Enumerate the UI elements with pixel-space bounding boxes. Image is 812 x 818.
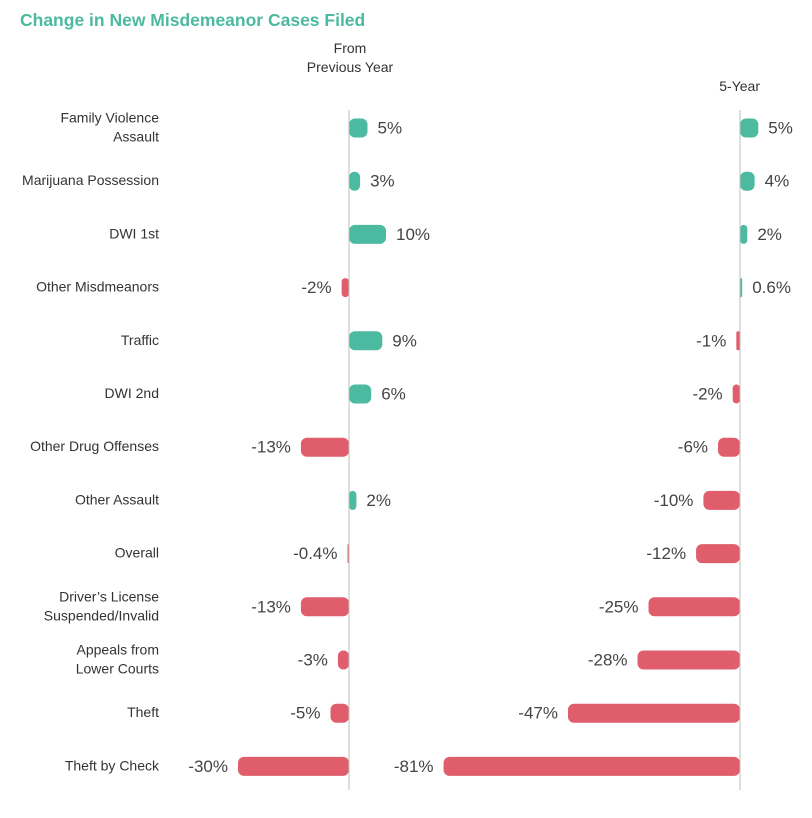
bar-s1-other-assault [349,490,357,510]
bar-s2-dwi-1st [740,224,748,244]
category-label-marijuana-possession: Marijuana Possession [22,172,159,188]
bar-s1-driver-s-license-suspended-invalid [300,597,349,617]
value-label-s2-driver-s-license-suspended-invalid: -25% [599,597,639,616]
bar-s1-theft [330,703,349,723]
value-label-s2-other-misdmeanors: 0.6% [752,278,791,297]
value-label-s1-theft: -5% [290,704,320,723]
bar-s1-marijuana-possession [349,171,361,191]
chart-title: Change in New Misdemeanor Cases Filed [20,10,366,30]
category-label-driver-s-license-suspended-invalid: Driver’s License Suspended/Invalid [44,588,159,623]
value-label-s1-dwi-2nd: 6% [381,384,406,403]
value-label-s2-traffic: -1% [696,331,726,350]
category-label-overall: Overall [115,544,159,560]
category-label-theft: Theft [127,704,159,720]
value-label-s1-dwi-1st: 10% [396,225,430,244]
bar-s2-other-misdmeanors [740,278,743,298]
category-label-traffic: Traffic [121,332,159,348]
bar-s2-theft-by-check [443,756,740,776]
value-label-s2-dwi-2nd: -2% [692,384,722,403]
bar-s1-traffic [349,331,383,351]
value-label-s2-marijuana-possession: 4% [765,172,790,191]
value-label-s1-traffic: 9% [392,331,417,350]
bar-s1-theft-by-check [238,756,349,776]
category-label-family-violence-assault: Family Violence Assault [60,109,159,144]
category-label-theft-by-check: Theft by Check [65,757,160,773]
bar-s2-appeals-from-lower-courts [637,650,740,670]
bar-s1-dwi-2nd [349,384,372,404]
category-label-other-drug-offenses: Other Drug Offenses [30,438,159,454]
value-label-s1-marijuana-possession: 3% [370,172,395,191]
bar-s1-appeals-from-lower-courts [337,650,349,670]
value-label-s2-other-drug-offenses: -6% [678,438,708,457]
bar-s1-family-violence-assault [349,118,368,138]
value-label-s1-overall: -0.4% [293,544,337,563]
value-label-s1-theft-by-check: -30% [188,757,228,776]
bar-s1-dwi-1st [349,224,386,244]
value-label-s1-driver-s-license-suspended-invalid: -13% [251,597,291,616]
category-label-dwi-1st: DWI 1st [109,225,159,241]
value-label-s2-other-assault: -10% [654,491,694,510]
value-label-s2-dwi-1st: 2% [757,225,782,244]
value-label-s1-other-misdmeanors: -2% [301,278,331,297]
value-label-s2-appeals-from-lower-courts: -28% [588,650,628,669]
category-label-other-misdmeanors: Other Misdmeanors [36,278,159,294]
bar-s2-marijuana-possession [740,171,755,191]
series-header-1: From Previous Year [307,40,394,75]
value-label-s2-theft-by-check: -81% [394,757,434,776]
value-label-s1-family-violence-assault: 5% [378,118,403,137]
bar-s2-other-assault [703,490,740,510]
value-label-s1-other-drug-offenses: -13% [251,438,291,457]
bar-s2-driver-s-license-suspended-invalid [648,597,740,617]
bar-s1-other-misdmeanors [341,278,349,298]
bar-s2-traffic [736,331,740,351]
bar-s1-other-drug-offenses [300,437,349,457]
bar-s2-other-drug-offenses [718,437,740,457]
category-label-other-assault: Other Assault [75,491,159,507]
value-label-s2-family-violence-assault: 5% [768,118,793,137]
bar-s2-family-violence-assault [740,118,759,138]
bar-s2-overall [696,544,740,564]
category-label-dwi-2nd: DWI 2nd [105,385,159,401]
category-label-appeals-from-lower-courts: Appeals from Lower Courts [76,641,159,676]
series-header-2: 5-Year [719,78,760,94]
bar-s2-theft [567,703,740,723]
value-label-s2-theft: -47% [518,704,558,723]
value-label-s1-other-assault: 2% [366,491,391,510]
value-label-s2-overall: -12% [646,544,686,563]
value-label-s1-appeals-from-lower-courts: -3% [298,650,328,669]
bar-s2-dwi-2nd [732,384,740,404]
